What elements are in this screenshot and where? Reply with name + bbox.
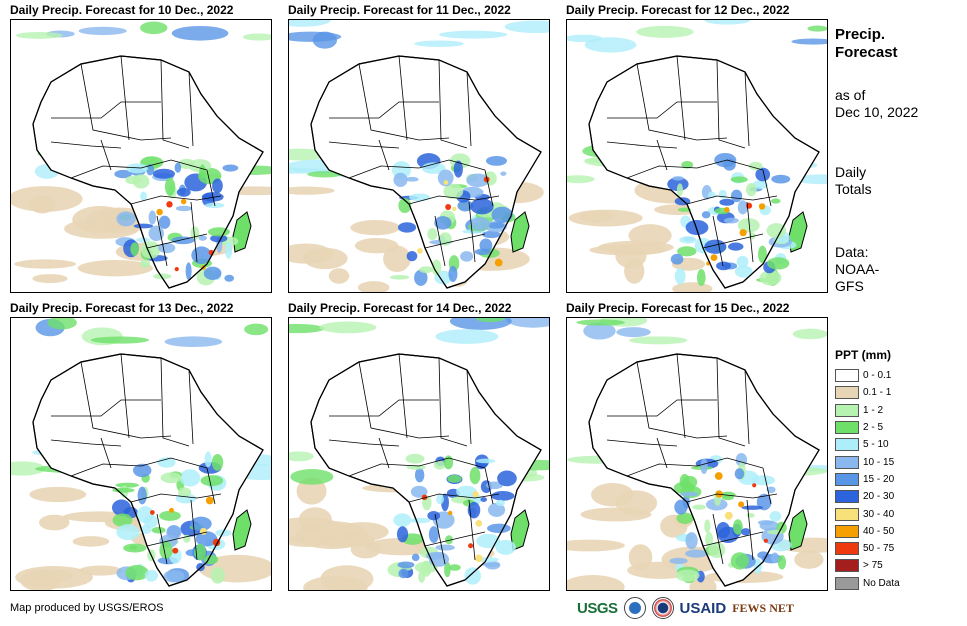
legend-item: > 75	[835, 557, 900, 574]
panel-title: Daily Precip. Forecast for 13 Dec., 2022	[10, 301, 234, 315]
legend-item: 0.1 - 1	[835, 384, 900, 401]
side-title: Precip. Forecast	[835, 26, 898, 61]
africa-map	[11, 318, 271, 590]
legend-item: 5 - 10	[835, 436, 900, 453]
usaid-logo: USAID	[679, 599, 727, 617]
as-of-date: Dec 10, 2022	[835, 104, 919, 120]
legend-label: 40 - 50	[863, 525, 895, 537]
daily-totals-label: Daily Totals	[835, 164, 872, 197]
legend-swatch	[835, 524, 859, 538]
legend-swatch	[835, 455, 859, 469]
legend-swatch	[835, 507, 859, 521]
forecast-panel-dec-12: Daily Precip. Forecast for 12 Dec., 2022	[566, 2, 828, 293]
legend-swatch	[835, 559, 859, 573]
legend-swatch	[835, 576, 859, 590]
legend-swatch	[835, 490, 859, 504]
legend-title: PPT (mm)	[835, 348, 892, 362]
legend-label: 0.1 - 1	[863, 387, 892, 399]
panel-title: Daily Precip. Forecast for 15 Dec., 2022	[566, 301, 790, 315]
africa-map	[567, 318, 827, 590]
legend-swatch	[835, 472, 859, 486]
forecast-panel-dec-11: Daily Precip. Forecast for 11 Dec., 2022	[288, 2, 550, 293]
precip-map	[288, 317, 550, 591]
legend-label: 2 - 5	[863, 422, 884, 434]
legend-label: 10 - 15	[863, 456, 895, 468]
legend-label: > 75	[863, 560, 883, 572]
forecast-panel-dec-14: Daily Precip. Forecast for 14 Dec., 2022	[288, 300, 550, 591]
africa-map	[11, 21, 271, 289]
legend-item: No Data	[835, 575, 900, 592]
map-credit: Map produced by USGS/EROS	[10, 602, 164, 614]
legend-label: 5 - 10	[863, 439, 889, 451]
legend-item: 30 - 40	[835, 505, 900, 522]
legend-item: 1 - 2	[835, 402, 900, 419]
legend-swatch	[835, 403, 859, 417]
panel-title: Daily Precip. Forecast for 10 Dec., 2022	[10, 3, 234, 17]
noaa-seal-icon	[623, 597, 646, 619]
precip-map	[566, 317, 828, 591]
panel-title: Daily Precip. Forecast for 11 Dec., 2022	[288, 3, 511, 17]
legend-label: No Data	[863, 577, 900, 589]
legend-item: 20 - 30	[835, 488, 900, 505]
logo-strip: USGS USAID FEWS NET	[577, 594, 794, 622]
legend-item: 15 - 20	[835, 471, 900, 488]
legend-label: 15 - 20	[863, 473, 895, 485]
data-source: NOAA-GFS	[835, 261, 880, 294]
legend-item: 50 - 75	[835, 540, 900, 557]
precip-map	[566, 19, 828, 293]
precip-map	[10, 19, 272, 293]
forecast-panel-dec-13: Daily Precip. Forecast for 13 Dec., 2022	[10, 300, 272, 591]
legend-item: 10 - 15	[835, 453, 900, 470]
panel-title: Daily Precip. Forecast for 14 Dec., 2022	[288, 301, 512, 315]
as-of-label: as of	[835, 87, 866, 103]
legend-swatch	[835, 386, 859, 400]
legend-label: 20 - 30	[863, 491, 895, 503]
legend-swatch	[835, 369, 859, 383]
panel-title: Daily Precip. Forecast for 12 Dec., 2022	[566, 3, 790, 17]
legend-label: 50 - 75	[863, 543, 895, 555]
precip-map	[10, 317, 272, 591]
forecast-panel-dec-15: Daily Precip. Forecast for 15 Dec., 2022	[566, 300, 828, 591]
legend: 0 - 0.1 0.1 - 1 1 - 2 2 - 5 5 - 10 10 - 15 15 …	[835, 367, 900, 592]
legend-item: 40 - 50	[835, 523, 900, 540]
legend-swatch	[835, 438, 859, 452]
nasa-seal-icon	[651, 597, 674, 619]
data-source-block: Data: NOAA-GFS	[835, 244, 883, 295]
legend-label: 1 - 2	[863, 404, 884, 416]
legend-label: 30 - 40	[863, 508, 895, 520]
legend-swatch	[835, 542, 859, 556]
legend-label: 0 - 0.1	[863, 370, 892, 382]
usgs-logo: USGS	[577, 599, 618, 617]
as-of-block: as of Dec 10, 2022	[835, 87, 918, 121]
legend-swatch	[835, 421, 859, 435]
legend-item: 2 - 5	[835, 419, 900, 436]
fews-net-logo: FEWS NET	[732, 600, 794, 615]
africa-map	[289, 20, 549, 292]
forecast-panel-dec-10: Daily Precip. Forecast for 10 Dec., 2022	[10, 2, 272, 293]
precip-map	[288, 19, 550, 293]
legend-item: 0 - 0.1	[835, 367, 900, 384]
africa-map	[289, 318, 549, 590]
data-label: Data:	[835, 244, 869, 260]
africa-map	[567, 20, 827, 292]
